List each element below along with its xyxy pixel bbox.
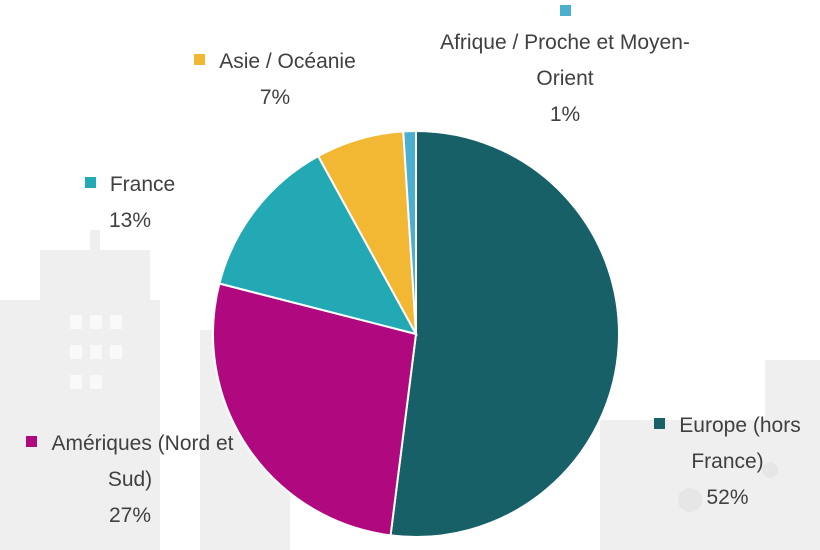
legend-marker bbox=[194, 53, 206, 65]
slice-label: Amériques (Nord et Sud) 27% bbox=[10, 426, 250, 534]
slice-label: France 13% bbox=[55, 167, 205, 239]
legend-marker bbox=[26, 435, 38, 447]
legend-marker bbox=[84, 176, 96, 188]
value-label: 13% bbox=[108, 209, 152, 232]
category-label: Afrique / Proche et Moyen-Orient bbox=[440, 31, 690, 90]
value-label: 1% bbox=[549, 103, 581, 126]
background-buildings bbox=[0, 230, 820, 550]
legend-marker bbox=[559, 5, 571, 16]
category-label: Asie / Océanie bbox=[219, 50, 356, 73]
legend-marker bbox=[654, 417, 666, 429]
slice-label: Europe (hors France) 52% bbox=[635, 408, 820, 516]
category-label: Europe (hors France) bbox=[679, 414, 801, 473]
value-label: 52% bbox=[706, 486, 749, 509]
value-label: 27% bbox=[108, 504, 152, 527]
pie-slice bbox=[218, 154, 418, 336]
pie-slice bbox=[402, 129, 417, 335]
slice-label: Afrique / Proche et Moyen-Orient 1% bbox=[440, 5, 690, 133]
pie-slice bbox=[389, 129, 620, 538]
value-label: 7% bbox=[259, 86, 291, 109]
category-label: France bbox=[109, 173, 176, 196]
slice-label: Asie / Océanie 7% bbox=[150, 44, 400, 116]
pie-slice bbox=[212, 282, 418, 537]
category-label: Amériques (Nord et Sud) bbox=[51, 432, 234, 491]
building-windows bbox=[70, 315, 122, 389]
